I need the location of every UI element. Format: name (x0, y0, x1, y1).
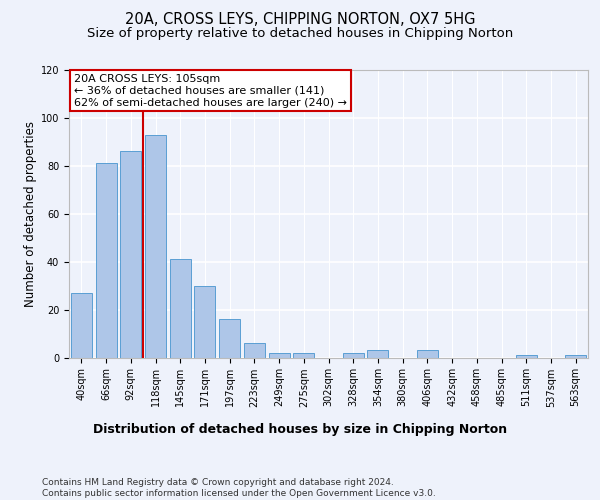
Text: 20A, CROSS LEYS, CHIPPING NORTON, OX7 5HG: 20A, CROSS LEYS, CHIPPING NORTON, OX7 5H… (125, 12, 475, 28)
Text: Size of property relative to detached houses in Chipping Norton: Size of property relative to detached ho… (87, 28, 513, 40)
Bar (417, 350, 438, 358)
Bar (516, 355, 537, 358)
Bar (194, 286, 215, 358)
Y-axis label: Number of detached properties: Number of detached properties (23, 120, 37, 306)
Bar (343, 352, 364, 358)
Text: 20A CROSS LEYS: 105sqm
← 36% of detached houses are smaller (141)
62% of semi-de: 20A CROSS LEYS: 105sqm ← 36% of detached… (74, 74, 347, 108)
Bar (269, 352, 290, 358)
Text: Distribution of detached houses by size in Chipping Norton: Distribution of detached houses by size … (93, 422, 507, 436)
Bar (367, 350, 388, 358)
Bar (293, 352, 314, 358)
Bar (170, 260, 191, 358)
Bar (95, 164, 116, 358)
Bar (71, 293, 92, 358)
Bar (565, 355, 586, 358)
Bar (219, 319, 240, 358)
Bar (120, 152, 141, 358)
Text: Contains HM Land Registry data © Crown copyright and database right 2024.
Contai: Contains HM Land Registry data © Crown c… (42, 478, 436, 498)
Bar (244, 343, 265, 357)
Bar (145, 134, 166, 358)
